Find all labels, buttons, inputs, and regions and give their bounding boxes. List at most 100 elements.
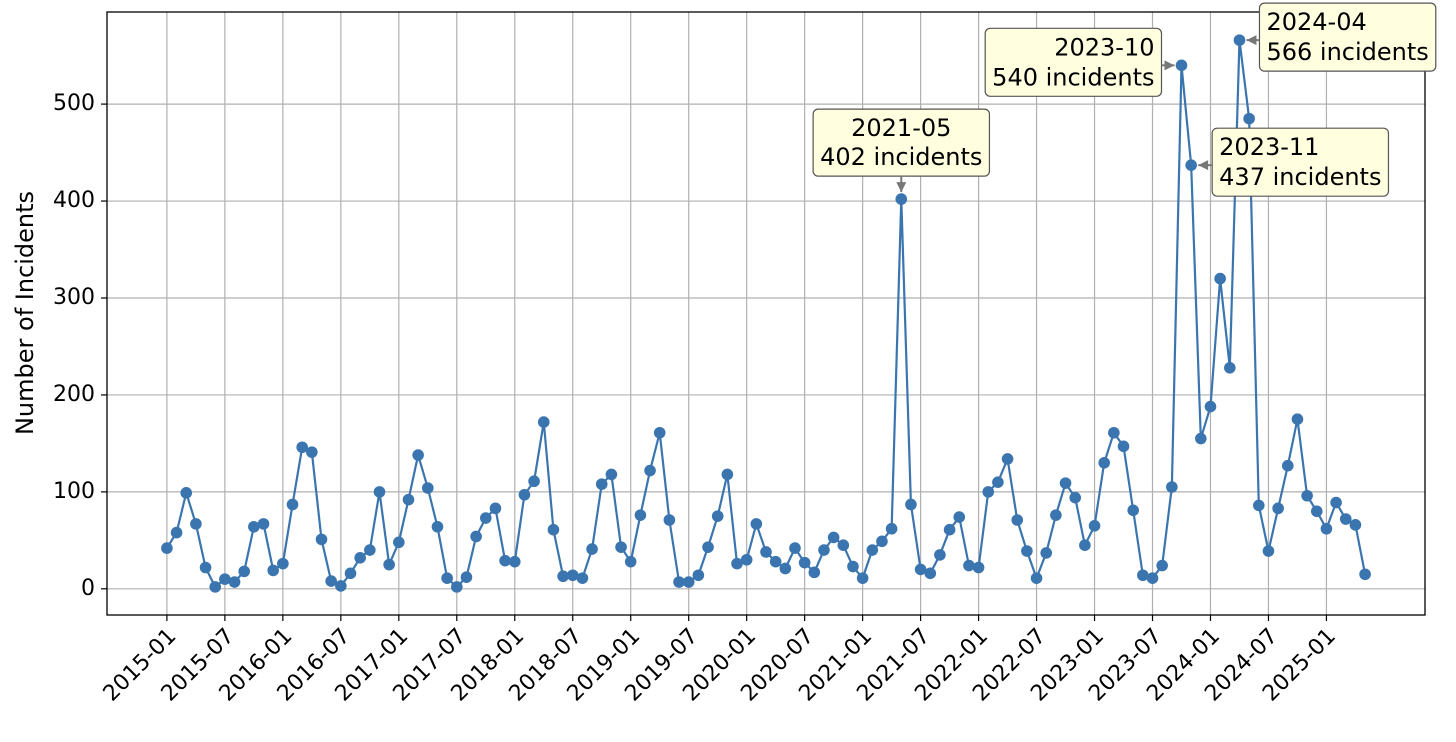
data-point (479, 512, 492, 524)
data-point (702, 541, 714, 553)
annotation-box (1258, 2, 1437, 72)
data-point (924, 567, 937, 580)
data-point (731, 557, 743, 570)
data-point (1156, 559, 1168, 572)
data-point (277, 557, 289, 570)
data-point (1079, 539, 1091, 551)
data-point (972, 561, 985, 574)
data-point (895, 193, 908, 205)
data-point (624, 555, 637, 568)
data-point (1127, 504, 1139, 517)
data-point (219, 573, 231, 585)
data-point (393, 536, 405, 549)
data-point (1050, 509, 1062, 521)
y-tick-label: 100 (53, 479, 95, 504)
data-point (1040, 547, 1053, 559)
data-point (1204, 400, 1217, 413)
data-point (1137, 569, 1149, 582)
data-point (673, 576, 685, 588)
annotation-text: 437 incidents (1219, 163, 1381, 191)
data-point (431, 520, 444, 533)
data-point (248, 520, 260, 533)
data-point (1233, 34, 1246, 46)
data-point (1069, 491, 1082, 504)
data-point (412, 449, 424, 461)
annotation-text: 2023-10 (1054, 33, 1154, 61)
data-point (537, 416, 550, 428)
data-point (953, 511, 966, 523)
data-point (1195, 432, 1207, 445)
data-point (460, 571, 473, 583)
data-point (190, 518, 202, 530)
data-point (1224, 361, 1236, 374)
annotation-text: 2024-04 (1266, 8, 1366, 36)
data-point (450, 581, 463, 593)
annotation-text: 566 incidents (1266, 38, 1428, 66)
data-point (1021, 545, 1033, 557)
annotation-box (984, 27, 1163, 97)
data-point (1281, 459, 1294, 472)
data-point (837, 539, 850, 551)
data-point (576, 572, 589, 584)
data-point (740, 553, 753, 566)
data-point (1185, 159, 1197, 171)
data-point (354, 552, 366, 564)
data-point (682, 576, 695, 588)
data-point (547, 523, 560, 536)
data-point (489, 502, 502, 515)
data-point (1059, 477, 1072, 489)
data-point (1262, 545, 1275, 557)
plot-frame (106, 11, 1426, 616)
data-point (344, 567, 357, 580)
y-tick-label: 300 (53, 285, 95, 310)
data-point (885, 522, 898, 535)
data-point (934, 549, 946, 561)
data-point (402, 493, 415, 506)
data-point (1339, 513, 1352, 525)
annotation-text: 402 incidents (820, 143, 982, 171)
data-point (228, 576, 241, 588)
data-point (566, 569, 579, 582)
data-point (1166, 481, 1178, 493)
y-axis-label: Number of Incidents (11, 191, 39, 435)
data-point (170, 526, 183, 539)
data-point (1030, 572, 1043, 584)
data-point (818, 544, 830, 556)
data-point (1001, 453, 1014, 465)
data-point (325, 575, 337, 587)
data-point (296, 441, 308, 454)
data-point (808, 566, 821, 579)
annotation-arrowhead (896, 182, 907, 193)
data-point (1272, 502, 1284, 515)
data-point (209, 581, 222, 593)
data-point (992, 476, 1004, 488)
annotation-text: 2021-05 (851, 114, 951, 142)
data-point (711, 510, 724, 522)
data-point (1117, 440, 1130, 453)
data-point (644, 464, 656, 477)
data-point (595, 478, 608, 490)
data-point (866, 544, 879, 556)
data-point (441, 572, 453, 584)
data-point (1146, 572, 1159, 584)
data-point (286, 498, 299, 511)
annotation-arrowhead (1164, 60, 1175, 71)
data-point (1330, 496, 1342, 509)
data-point (1088, 520, 1101, 532)
data-point (1301, 489, 1313, 502)
data-point (557, 570, 569, 583)
data-point (943, 523, 956, 536)
data-point (789, 542, 801, 554)
data-point (653, 426, 666, 439)
data-point (1310, 505, 1323, 518)
data-point (180, 487, 193, 499)
annotation-arrowhead (1246, 35, 1257, 46)
annotation-box (1211, 127, 1390, 197)
data-point (1108, 426, 1120, 439)
data-point (315, 533, 328, 546)
y-tick-label: 0 (81, 576, 95, 601)
